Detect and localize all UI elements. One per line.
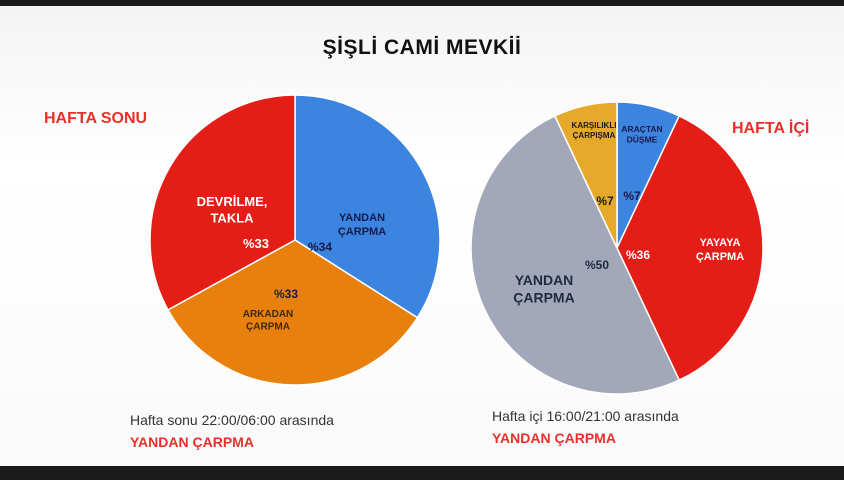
slice-value-devrilme-takla: %33 [243, 236, 269, 251]
weekend-heading: HAFTA SONU [44, 110, 148, 127]
slice-value-yandan-carpma: %34 [308, 240, 332, 254]
pie-slice-yandan-carpma [294, 94, 441, 319]
slice-label-aractan-dusme: ARAÇTAN DÜŞME [621, 124, 662, 145]
weekday-heading: HAFTA İÇİ [732, 120, 810, 137]
slice-label-karsilikli-carpisma: KARŞILIKLI ÇARPIŞMA [572, 121, 617, 140]
slice-label-yayaya-carpma: YAYAYA ÇARPMA [696, 237, 744, 263]
slice-value-yandan-carpma: %50 [585, 258, 609, 272]
slice-label-arkadan-carpma: ARKADAN ÇARPMA [243, 309, 294, 333]
pie-slice-devrilme-takla [149, 94, 296, 311]
weekday-pie-chart: ARAÇTAN DÜŞME %7 YAYAYA ÇARPMA %36 YANDAN ÇARPM… [470, 101, 764, 395]
weekend-pie-chart: YANDAN ÇARPMA %34 ARKADAN ÇARPMA %33 DEVRİLME,… [149, 94, 441, 386]
slice-value-karsilikli-carpisma: %7 [596, 194, 614, 208]
weekend-caption: Hafta sonu 22:00/06:00 arasında [130, 412, 334, 428]
weekday-highlight: YANDAN ÇARPMA [492, 430, 616, 446]
pie-slice-karsilikli-carpisma [553, 101, 618, 249]
slice-label-yandan-carpma: YANDAN ÇARPMA [338, 212, 386, 238]
slice-value-aractan-dusme: %7 [623, 189, 641, 203]
weekday-caption: Hafta içi 16:00/21:00 arasında [492, 408, 679, 424]
slice-label-yandan-carpma: YANDAN ÇARPMA [513, 272, 574, 306]
slice-label-devrilme-takla: DEVRİLME, TAKLA [197, 194, 268, 225]
slide-title: ŞİŞLİ CAMİ MEVKİİ [322, 36, 522, 59]
pie-slice-yayaya-carpma [616, 114, 764, 382]
slice-value-yayaya-carpma: %36 [626, 248, 650, 262]
slide: ŞİŞLİ CAMİ MEVKİİ HAFTA SONU HAFTA İÇİ Y… [0, 6, 844, 466]
slice-value-arkadan-carpma: %33 [274, 287, 298, 301]
pie-slice-yandan-carpma [470, 114, 681, 395]
weekend-highlight: YANDAN ÇARPMA [130, 434, 254, 450]
